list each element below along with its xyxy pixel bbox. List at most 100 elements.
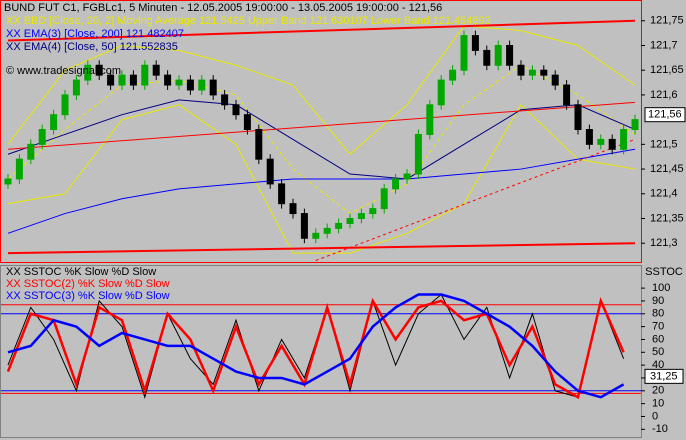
candle-body — [323, 227, 331, 234]
trend-line — [7, 101, 636, 150]
y-tick-label: 121,7 — [650, 39, 678, 51]
y-tick-label: 121,3 — [650, 237, 678, 249]
legend-entry: XX SSTOC(3) %K Slow %D Slow — [6, 290, 170, 302]
candle-body — [232, 104, 240, 116]
y-tick-label: 10 — [652, 398, 664, 410]
candle-body — [186, 79, 194, 91]
candle-body — [289, 203, 297, 215]
bollinger-upper — [7, 25, 636, 155]
stoch-panel — [0, 265, 642, 438]
candle-body — [4, 178, 12, 185]
candle-body — [574, 104, 582, 131]
legend-entry: XX EMA(3) [Close, 200] 121.482407 — [6, 28, 184, 40]
y-tick-label: 121,45 — [650, 163, 684, 175]
price-panel — [0, 0, 642, 263]
candle-body — [141, 64, 149, 86]
candle-body — [335, 222, 343, 229]
candle-body — [129, 74, 137, 86]
candle-body — [437, 79, 445, 106]
bollinger-lower — [7, 103, 636, 254]
candle-body — [506, 44, 514, 66]
candle-body — [551, 74, 559, 86]
candle-body — [471, 35, 479, 51]
candle-body — [118, 74, 126, 86]
last-price-label: 121,56 — [648, 109, 682, 121]
candle-body — [243, 114, 251, 131]
candle-body — [563, 84, 571, 106]
chart-title: BUND FUT C1, FGBLc1, 5 Minuten - 12.05.2… — [4, 2, 442, 14]
y-tick-label: 121,65 — [650, 64, 684, 76]
candle-body — [346, 217, 354, 224]
stoch-line — [6, 297, 625, 400]
y-tick-label: 121,4 — [650, 188, 678, 200]
candle-body — [300, 213, 308, 239]
candle-body — [631, 119, 639, 131]
candle-body — [460, 35, 468, 71]
candle-body — [426, 104, 434, 135]
candle-body — [369, 208, 377, 215]
ema-line — [7, 148, 636, 234]
candle-body — [38, 129, 46, 145]
candle-body — [483, 49, 491, 66]
candle-body — [403, 173, 411, 180]
legend-entry: XX BBD [Close, 20, 2] Moving Average 121… — [6, 15, 491, 27]
trend-line — [7, 19, 636, 42]
candle-body — [494, 44, 502, 66]
candle-body — [209, 79, 217, 96]
stoch-line — [7, 293, 625, 399]
y-tick-label: -10 — [652, 423, 668, 435]
candle-body — [597, 138, 605, 145]
y-tick-label: 121,75 — [650, 15, 684, 27]
ema-line — [7, 99, 636, 180]
candle-body — [50, 114, 58, 131]
candle-body — [198, 79, 206, 91]
y-tick-label: 80 — [652, 308, 664, 320]
y-tick-label: 90 — [652, 295, 664, 307]
trend-line — [7, 242, 636, 255]
axis-title: SSTOC — [645, 266, 683, 278]
y-tick-label: 50 — [652, 346, 664, 358]
candle-body — [357, 213, 365, 219]
candle-body — [414, 133, 422, 175]
y-tick-label: 0 — [652, 410, 658, 422]
candle-body — [392, 178, 400, 190]
y-tick-label: 60 — [652, 333, 664, 345]
candle-body — [221, 94, 229, 106]
candle-body — [152, 64, 160, 76]
candle-body — [528, 69, 536, 76]
candle-body — [84, 64, 92, 81]
legend-entry: XX SSTOC(2) %K Slow %D Slow — [6, 278, 170, 290]
candle-body — [95, 64, 103, 76]
bollinger-middle — [7, 64, 636, 215]
trend-line — [315, 138, 636, 261]
candle-body — [620, 129, 628, 150]
candle-body — [278, 183, 286, 205]
y-tick-label: 121,6 — [650, 89, 678, 101]
candle-body — [608, 138, 616, 150]
candle-body — [15, 158, 23, 180]
y-tick-label: 100 — [652, 282, 670, 294]
candle-body — [107, 74, 115, 86]
y-tick-label: 121,5 — [650, 138, 678, 150]
y-tick-label: 70 — [652, 321, 664, 333]
candle-body — [517, 64, 525, 76]
candle-body — [449, 69, 457, 81]
candle-body — [175, 79, 183, 86]
last-value-box — [644, 368, 684, 384]
copyright: © www.tradesignal.com — [6, 65, 121, 77]
candle-body — [61, 94, 69, 116]
last-price-box — [644, 107, 686, 123]
candle-body — [72, 79, 80, 96]
candle-body — [266, 158, 274, 185]
candle-body — [380, 188, 388, 210]
y-tick-label: 121,35 — [650, 212, 684, 224]
candle-body — [27, 143, 35, 160]
legend-entry: XX SSTOC %K Slow %D Slow — [6, 266, 156, 278]
y-tick-label: 40 — [652, 359, 664, 371]
last-value-label: 31,25 — [650, 370, 678, 382]
candle-body — [540, 69, 548, 76]
candle-body — [312, 232, 320, 239]
y-tick-label: 20 — [652, 385, 664, 397]
candle-body — [255, 129, 263, 160]
